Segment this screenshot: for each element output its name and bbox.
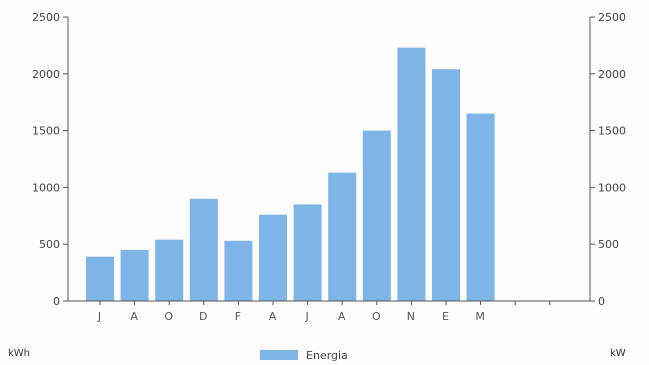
x-tick-label: E xyxy=(442,310,450,323)
left-axis-unit: kWh xyxy=(8,348,30,359)
bar-12 xyxy=(466,113,495,301)
x-tick-label: D xyxy=(199,310,208,323)
bar-8 xyxy=(328,172,357,301)
right-tick-label: 500 xyxy=(598,238,619,251)
bar-9 xyxy=(362,130,391,301)
right-tick-label: 2000 xyxy=(598,68,626,81)
x-tick-label: O xyxy=(164,310,174,323)
legend: Energia xyxy=(260,349,348,362)
right-tick-label: 1000 xyxy=(598,181,626,194)
left-tick-label: 2000 xyxy=(32,68,60,81)
bar-2 xyxy=(120,249,149,301)
right-tick-label: 2500 xyxy=(598,11,626,24)
left-tick-label: 0 xyxy=(53,295,60,308)
x-tick-label: A xyxy=(130,310,139,323)
x-tick-label: M xyxy=(475,310,486,323)
x-tick-label: J xyxy=(304,310,309,323)
left-tick-label: 1500 xyxy=(32,125,60,138)
bar-4 xyxy=(189,198,218,301)
right-axis-unit: kW xyxy=(610,348,626,359)
x-tick-label: F xyxy=(235,310,242,323)
left-tick-label: 1000 xyxy=(32,181,60,194)
left-y-axis: 0 500 1000 1500 2000 2500 xyxy=(32,11,69,308)
bar-3 xyxy=(155,239,184,301)
bar-6 xyxy=(259,214,287,301)
bar-1 xyxy=(86,256,114,301)
bar-5 xyxy=(224,240,253,301)
x-tick-label: A xyxy=(338,310,347,323)
x-tick-label: A xyxy=(269,310,278,323)
right-y-axis: 0 500 1000 1500 2000 2500 xyxy=(589,11,626,308)
legend-label-energia: Energia xyxy=(306,349,348,362)
bars-group xyxy=(86,47,495,302)
bar-7 xyxy=(293,204,322,301)
x-tick-label: O xyxy=(372,310,382,323)
bar-10 xyxy=(397,47,426,302)
bar-11 xyxy=(432,69,460,301)
left-tick-label: 500 xyxy=(39,238,60,251)
right-tick-label: 0 xyxy=(598,295,605,308)
x-tick-label: J xyxy=(97,310,102,323)
right-tick-label: 1500 xyxy=(598,125,626,138)
legend-swatch-energia xyxy=(260,350,298,360)
left-tick-label: 2500 xyxy=(32,11,60,24)
x-tick-label: N xyxy=(407,310,416,323)
